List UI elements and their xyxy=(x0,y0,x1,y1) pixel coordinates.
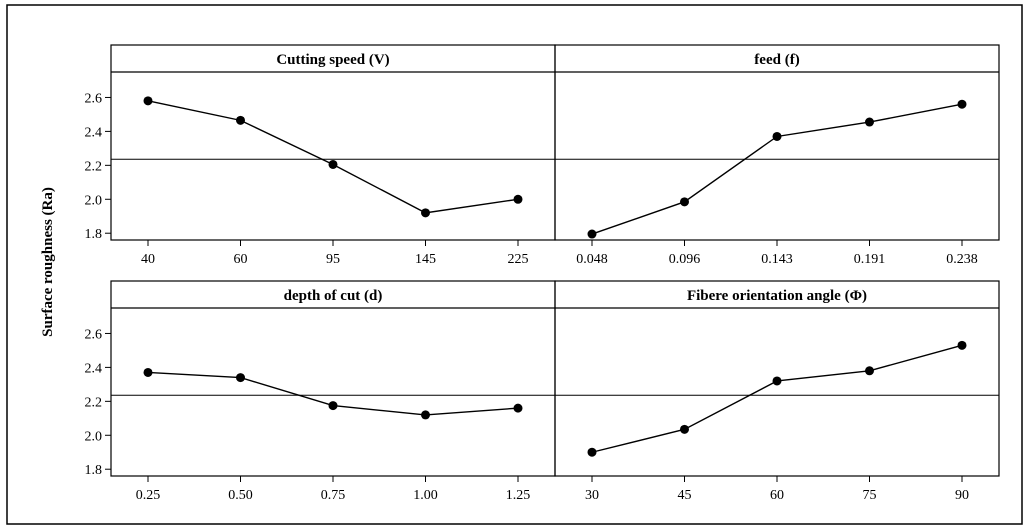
x-tick-label: 60 xyxy=(770,488,784,503)
y-tick-label: 2.6 xyxy=(85,327,103,342)
x-tick-label: 0.048 xyxy=(576,252,608,267)
x-tick-label: 75 xyxy=(863,488,877,503)
x-tick-label: 40 xyxy=(141,252,155,267)
x-tick-label: 1.25 xyxy=(506,488,531,503)
chart-panels: Cutting speed (V) 1.8 2.0 2.2 2.4 2.6 40 60 95 14… xyxy=(85,44,1000,503)
x-tick-label: 90 xyxy=(955,488,969,503)
outer-frame xyxy=(6,4,1023,525)
data-point xyxy=(143,96,153,106)
data-point xyxy=(680,424,689,434)
data-point xyxy=(680,197,689,207)
data-point xyxy=(421,208,430,218)
x-tick-label: 225 xyxy=(508,252,529,267)
series-line xyxy=(591,344,963,453)
panel-title: Fibere orientation angle (Φ) xyxy=(687,288,867,304)
data-point xyxy=(865,117,874,127)
data-point xyxy=(513,403,523,413)
data-point xyxy=(865,366,874,376)
panel-border xyxy=(110,280,556,477)
data-point xyxy=(328,401,338,411)
panel-border xyxy=(110,44,556,241)
x-tick-label: 0.191 xyxy=(854,252,886,267)
data-point xyxy=(513,194,523,204)
data-point xyxy=(236,373,245,383)
x-tick-label: 45 xyxy=(678,488,692,503)
data-point xyxy=(236,115,245,125)
x-tick-label: 0.143 xyxy=(761,252,793,267)
data-point xyxy=(143,367,153,377)
y-tick-label: 2.6 xyxy=(85,91,103,106)
y-tick-label: 2.0 xyxy=(85,429,103,444)
x-tick-label: 1.00 xyxy=(413,488,438,503)
panel-4: Fibere orientation angle (Φ) 30 45 60 75 90 xyxy=(554,280,1000,503)
y-tick-label: 2.2 xyxy=(85,395,103,410)
x-tick-label: 145 xyxy=(415,252,436,267)
x-tick-label: 0.25 xyxy=(136,488,161,503)
data-point xyxy=(587,447,597,457)
panel-1: Cutting speed (V) 1.8 2.0 2.2 2.4 2.6 40 60 95 14… xyxy=(85,44,556,267)
y-tick-label: 1.8 xyxy=(85,227,103,242)
y-axis-label: Surface roughness (Ra) xyxy=(40,187,56,337)
x-tick-label: 95 xyxy=(326,252,340,267)
x-tick-label: 0.75 xyxy=(321,488,346,503)
panel-title: depth of cut (d) xyxy=(284,288,383,304)
y-tick-label: 2.2 xyxy=(85,159,103,174)
data-point xyxy=(772,376,782,386)
x-tick-label: 0.096 xyxy=(669,252,701,267)
data-point xyxy=(772,131,782,141)
data-point xyxy=(328,159,338,169)
data-point xyxy=(957,99,967,109)
y-tick-label: 2.4 xyxy=(85,125,103,140)
y-tick-label: 2.0 xyxy=(85,193,103,208)
series-line xyxy=(147,100,519,214)
x-tick-label: 0.50 xyxy=(228,488,253,503)
x-tick-label: 0.238 xyxy=(946,252,978,267)
data-point xyxy=(587,229,597,239)
panel-title: Cutting speed (V) xyxy=(276,52,389,68)
series-line xyxy=(591,103,963,235)
y-tick-label: 2.4 xyxy=(85,361,103,376)
data-point xyxy=(957,340,967,350)
panel-title: feed (f) xyxy=(754,52,799,68)
data-point xyxy=(421,410,430,420)
x-tick-label: 60 xyxy=(234,252,248,267)
panel-3: depth of cut (d) 1.8 2.0 2.2 2.4 2.6 0.25 0.50 0… xyxy=(85,280,556,503)
x-tick-label: 30 xyxy=(585,488,599,503)
panel-2: feed (f) 0.048 0.096 0.143 0.191 0.238 xyxy=(554,44,1000,267)
y-tick-label: 1.8 xyxy=(85,463,103,478)
panel-border xyxy=(554,44,1000,241)
